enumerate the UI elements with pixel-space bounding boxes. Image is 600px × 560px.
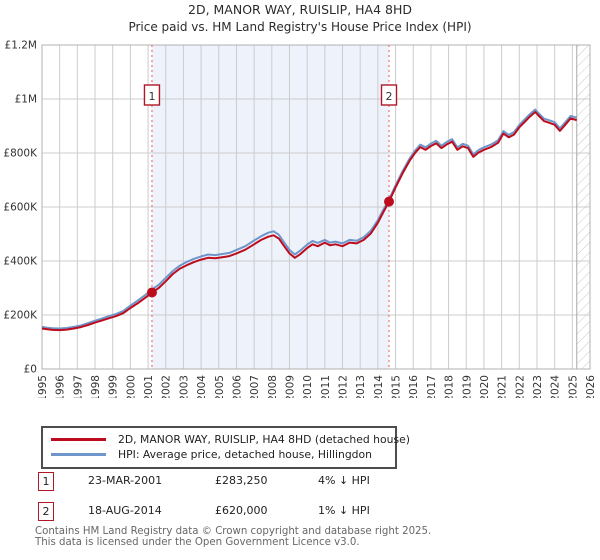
y-axis-tick-label: £800K [3,148,38,160]
y-axis-tick-label: £400K [3,256,38,268]
plot-border [41,44,591,370]
sale-number-box [143,84,161,106]
x-axis-tick-label: 2026 [585,375,597,398]
license-footer: Contains HM Land Registry data © Crown c… [35,526,595,549]
x-axis-tick-label: 2023 [532,375,544,398]
sale-1-date: 23-MAR-2001 [88,474,163,487]
x-axis-tick-label: 2008 [267,375,279,398]
page-title: 2D, MANOR WAY, RUISLIP, HA4 8HD [188,2,412,17]
sale-number-label: 2 [386,90,393,103]
sale-2-hpi-delta: 1% ↓ HPI [318,504,370,517]
legend-price-label: 2D, MANOR WAY, RUISLIP, HA4 8HD (detache… [118,433,410,446]
footer-line-2: This data is licensed under the Open Gov… [35,536,360,548]
x-axis-tick-label: 2013 [355,375,367,398]
x-axis-tick-label: 2018 [444,375,456,398]
legend-row-hpi: HPI: Average price, detached house, Hill… [51,447,387,462]
x-axis-tick-label: 2014 [373,375,385,398]
x-axis-tick-label: 1995 [37,375,49,398]
x-axis-tick-label: 2000 [125,375,137,398]
x-axis-tick-label: 2007 [249,375,261,398]
chart-plot-area: £0 £200K £400K £600K £800K £1M £1.2M 1995 1996 19… [3,40,597,399]
x-axis-tick-label: 2001 [143,375,155,398]
x-axis-tick-label: 2002 [161,375,173,398]
legend-hpi-label: HPI: Average price, detached house, Hill… [118,448,372,461]
y-axis-tick-label: £0 [24,364,37,376]
sale-1-number-badge: 1 [38,472,54,491]
x-axis-tick-label: 1999 [108,375,120,398]
x-axis-tick-label: 2015 [391,375,403,398]
sale-number-box [380,84,398,106]
price-line-swatch [51,438,106,441]
sale-annotation-1: 1 23-MAR-2001 £283,250 4% ↓ HPI [38,472,578,492]
x-axis-tick-label: 1996 [55,375,67,398]
x-axis-tick-label: 2010 [302,375,314,398]
y-axis-tick-label: £1M [15,94,37,106]
sale-number-label: 1 [148,90,155,103]
x-axis-tick-label: 2016 [408,375,420,398]
x-axis-tick-label: 1997 [72,375,84,398]
x-axis-tick-label: 2017 [426,375,438,398]
sale-1-price: £283,250 [215,474,268,487]
sale-annotation-2: 2 18-AUG-2014 £620,000 1% ↓ HPI [38,502,578,522]
x-axis-tick-label: 2006 [231,375,243,398]
future-hatch-region [576,45,590,369]
x-axis-tick-label: 2025 [567,375,579,398]
x-axis-tick-label: 2019 [461,375,473,398]
price-paid-line [41,111,577,332]
x-axis-tick-label: 2005 [214,375,226,398]
x-axis-tick-label: 2012 [338,375,350,398]
x-axis-tick-label: 2022 [514,375,526,398]
x-axis-tick-label: 2020 [479,375,491,398]
price-history-chart: £0 £200K £400K £600K £800K £1M £1.2M 1995 1996 19… [3,40,597,399]
y-axis-tick-label: £600K [3,202,38,214]
hpi-line [41,108,577,330]
x-axis-tick-label: 2009 [284,375,296,398]
x-axis-tick-label: 1998 [90,375,102,398]
hpi-line-swatch [51,453,106,456]
sale-2-date: 18-AUG-2014 [88,504,162,517]
legend-row-price: 2D, MANOR WAY, RUISLIP, HA4 8HD (detache… [51,432,410,447]
x-axis-tick-label: 2024 [550,375,562,398]
sale-point-dot [384,196,395,207]
chart-legend: 2D, MANOR WAY, RUISLIP, HA4 8HD (detache… [41,426,410,469]
footer-line-1: Contains HM Land Registry data © Crown c… [35,526,432,537]
sale-2-price: £620,000 [215,504,268,517]
x-axis-tick-label: 2021 [497,375,509,398]
sale-1-hpi-delta: 4% ↓ HPI [318,474,370,487]
page-subtitle: Price paid vs. HM Land Registry's House … [128,20,472,34]
x-axis-tick-label: 2011 [320,375,332,398]
x-axis-tick-label: 2003 [178,375,190,398]
y-axis-tick-label: £200K [3,310,38,322]
y-axis-tick-label: £1.2M [5,40,37,52]
x-axis-tick-label: 2004 [196,375,208,398]
sale-2-number-badge: 2 [38,502,54,521]
sale-point-dot [146,287,157,298]
